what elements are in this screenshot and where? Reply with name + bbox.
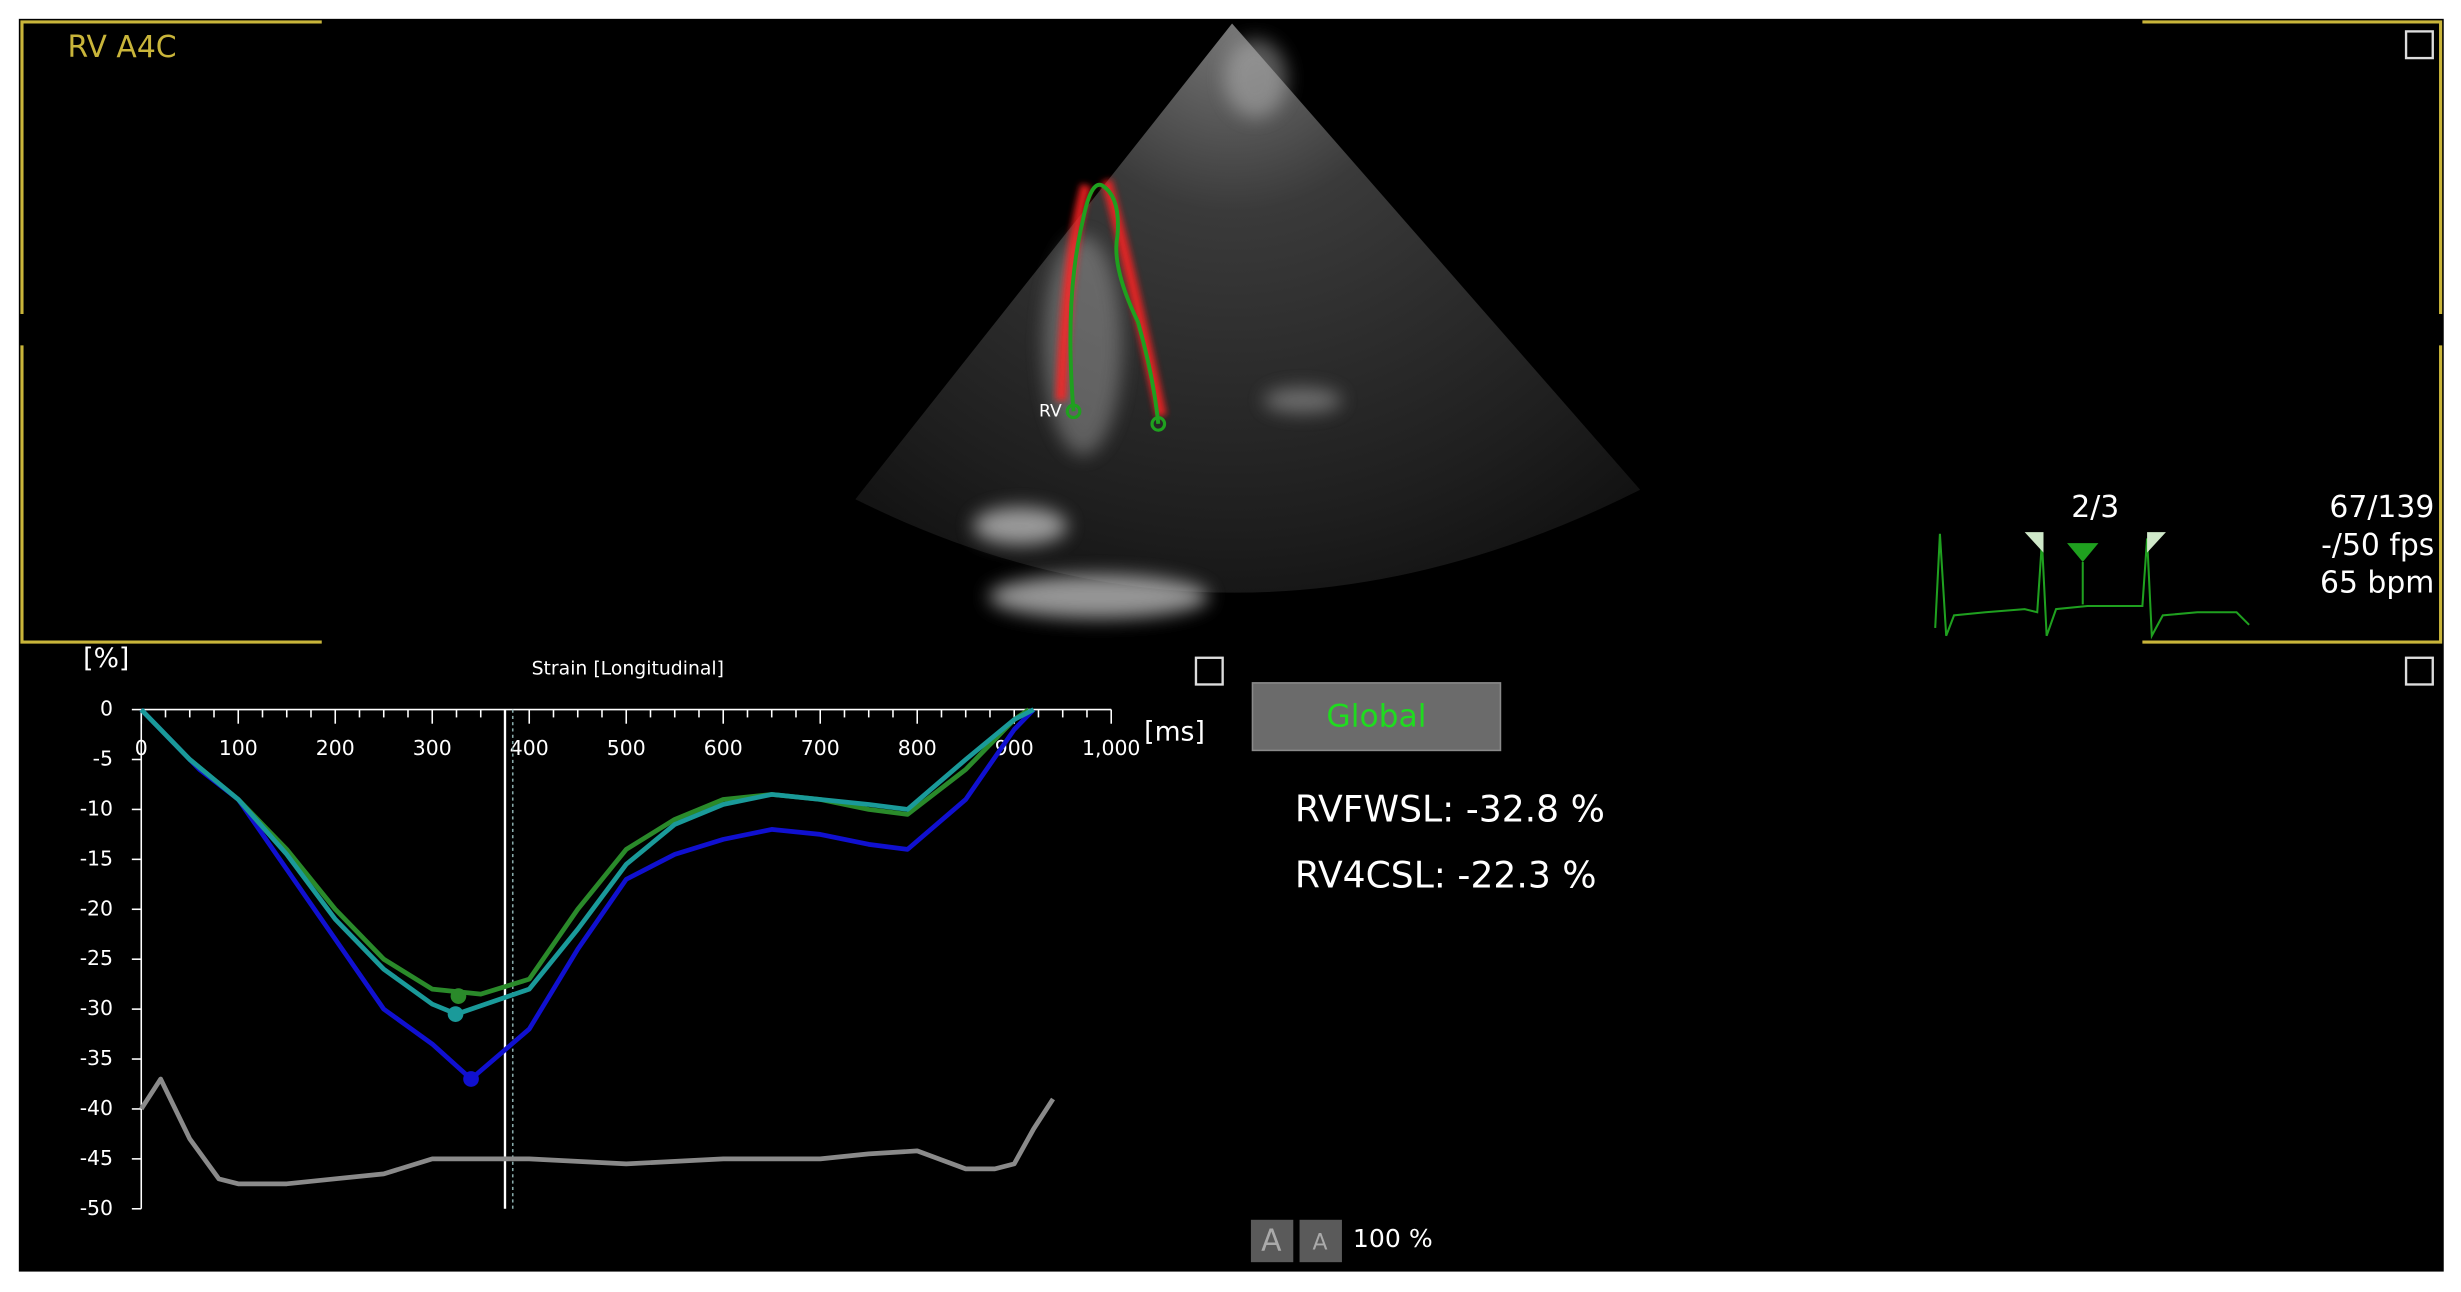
view-label: RV A4C: [67, 30, 176, 65]
y-tick-label: -15: [80, 846, 113, 870]
x-axis-label: [ms]: [1144, 717, 1205, 748]
x-tick-label: 600: [704, 736, 743, 760]
x-tick-label: 300: [413, 736, 452, 760]
y-tick-label: -40: [80, 1096, 113, 1120]
panel-frame: [20, 20, 2443, 644]
result-rvfwsl: RVFWSL: -32.8 %: [1295, 788, 1605, 831]
y-tick-label: -25: [80, 946, 113, 970]
chart-title: Strain [Longitudinal]: [532, 658, 724, 679]
x-tick-label: 1,000: [1082, 736, 1140, 760]
zoom-button-label[interactable]: A: [1312, 1230, 1327, 1255]
y-tick-label: 0: [100, 697, 113, 721]
maximize-button[interactable]: [2404, 656, 2434, 686]
result-rv4csl: RV4CSL: -22.3 %: [1295, 854, 1597, 897]
peak-marker: [447, 1006, 464, 1022]
strain-curve: [139, 707, 1036, 1082]
strain-chart: 0 100 200 300 400 500 600 700 800 900 1,0000-5-10-…: [80, 697, 1141, 1220]
y-tick-label: -5: [93, 746, 113, 770]
x-tick-label: 100: [219, 736, 258, 760]
x-tick-label: 0: [135, 736, 148, 760]
y-tick-label: -50: [80, 1196, 113, 1220]
peak-marker: [463, 1071, 479, 1087]
y-tick-label: -30: [80, 996, 113, 1020]
frame-rate: -/50 fps: [2321, 528, 2434, 563]
maximize-button[interactable]: [1194, 656, 1224, 686]
x-tick-label: 800: [898, 736, 937, 760]
y-tick-label: -45: [80, 1146, 113, 1170]
font-size-up[interactable]: A: [1299, 1219, 1342, 1263]
x-tick-label: 700: [801, 736, 840, 760]
zoom-level: 100 %: [1353, 1224, 1433, 1253]
y-axis-label: [%]: [83, 643, 129, 674]
trace-label: RV: [1039, 401, 1062, 421]
x-tick-label: 200: [316, 736, 355, 760]
peak-marker: [450, 988, 467, 1004]
beat-indicator: 2/3: [2071, 490, 2119, 525]
font-size-down[interactable]: A: [1250, 1219, 1294, 1263]
x-tick-label: 400: [510, 736, 549, 760]
zoom-button-label[interactable]: A: [1261, 1223, 1282, 1258]
x-tick-label: 500: [607, 736, 646, 760]
frame-counter: 67/139: [2329, 490, 2434, 525]
global-button[interactable]: Global: [1251, 682, 1502, 752]
ultrasound-image: [855, 23, 1641, 619]
strain-curve: [139, 707, 1031, 997]
strain-curve: [139, 1076, 1055, 1187]
heart-rate: 65 bpm: [2320, 565, 2434, 600]
maximize-button[interactable]: [2404, 30, 2434, 60]
global-button-label[interactable]: Global: [1326, 698, 1426, 734]
y-tick-label: -10: [80, 796, 113, 820]
strain-curve: [139, 707, 1035, 1017]
y-tick-label: -20: [80, 896, 113, 920]
y-tick-label: -35: [80, 1046, 113, 1070]
